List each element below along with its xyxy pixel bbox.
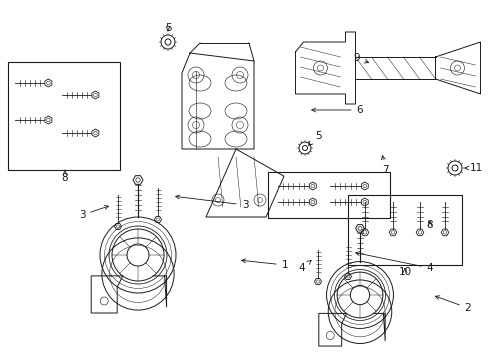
Text: 2: 2 [436,296,471,313]
Text: 6: 6 [312,105,363,115]
Text: 1: 1 [242,259,288,270]
Bar [348,195,462,265]
Text: 3: 3 [176,195,248,210]
Text: 7: 7 [381,156,388,175]
Text: 5: 5 [309,131,321,145]
Bar [8,62,120,170]
Text: 4: 4 [356,252,433,273]
Bar [268,172,390,218]
Text: 8: 8 [62,170,68,183]
Text: 3: 3 [79,206,108,220]
Text: 11: 11 [465,163,483,173]
Text: 5: 5 [165,23,172,33]
Text: 8: 8 [427,220,433,230]
Text: 10: 10 [398,267,412,277]
Text: 9: 9 [354,53,368,63]
Text: 4: 4 [299,260,311,273]
